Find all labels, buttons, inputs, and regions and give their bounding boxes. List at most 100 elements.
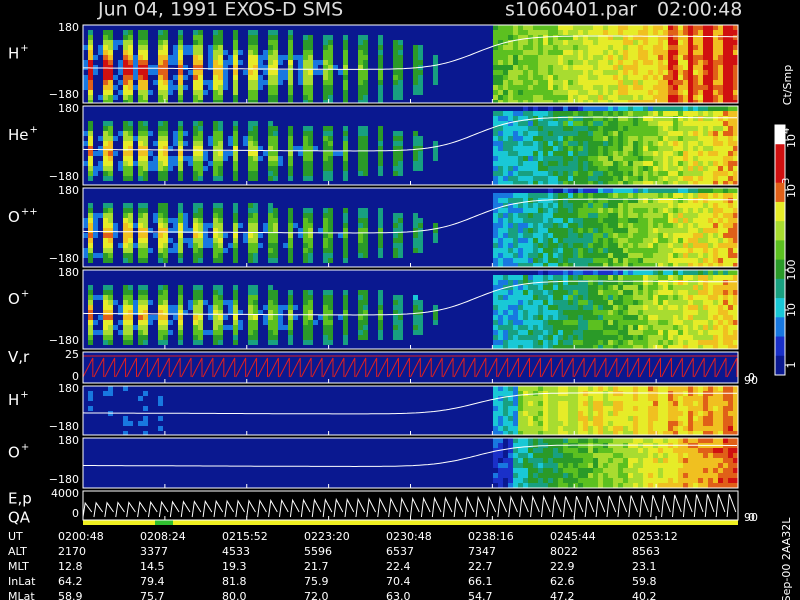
spectrogram-cell	[633, 275, 638, 280]
spectrogram-cell	[718, 40, 723, 45]
spectrogram-cell	[698, 270, 703, 275]
spectrogram-cell	[558, 218, 563, 223]
spectrogram-cell	[723, 60, 728, 65]
spectrogram-cell	[608, 315, 613, 320]
spectrogram-cell	[578, 136, 583, 141]
spectrogram-cell	[718, 30, 723, 35]
spectrogram-cell	[548, 238, 553, 243]
spectrogram-cell	[433, 146, 438, 151]
spectrogram-cell	[543, 60, 548, 65]
spectrogram-cell	[213, 40, 218, 45]
spectrogram-cell	[643, 243, 648, 248]
spectrogram-cell	[193, 290, 198, 295]
spectrogram-cell	[418, 300, 423, 305]
spectrogram-cell	[513, 116, 518, 121]
spectrogram-cell	[693, 35, 698, 40]
spectrogram-cell	[653, 275, 658, 280]
spectrogram-cell	[733, 166, 738, 171]
spectrogram-cell	[563, 305, 568, 310]
spectrogram-cell	[643, 176, 648, 181]
spectrogram-cell	[658, 345, 663, 349]
spectrogram-cell	[183, 310, 188, 315]
spectrogram-cell	[693, 193, 698, 198]
spectrogram-cell	[173, 161, 178, 166]
spectrogram-cell	[128, 30, 133, 35]
spectrogram-cell	[643, 330, 648, 335]
spectrogram-cell	[88, 330, 93, 335]
spectrogram-cell	[558, 100, 563, 103]
spectrogram-cell	[583, 270, 588, 275]
spectrogram-cell	[218, 285, 223, 290]
spectrogram-cell	[638, 55, 643, 60]
spectrogram-cell	[218, 60, 223, 65]
spectrogram-cell	[633, 171, 638, 176]
spectrogram-cell	[133, 55, 138, 60]
spectrogram-cell	[653, 30, 658, 35]
spectrogram-cell	[163, 340, 168, 345]
spectrogram-cell	[163, 40, 168, 45]
spectrogram-cell	[308, 300, 313, 305]
spectrogram-cell	[633, 340, 638, 345]
spectrogram-cell	[643, 213, 648, 218]
spectrogram-cell	[398, 330, 403, 335]
spectrogram-cell	[638, 340, 643, 345]
spectrogram-cell	[328, 131, 333, 136]
spectrogram-cell	[218, 330, 223, 335]
spectrogram-cell	[543, 55, 548, 60]
spectrogram-cell	[123, 171, 128, 176]
spectrogram-cell	[733, 193, 738, 198]
spectrogram-cell	[343, 80, 348, 85]
spectrogram-cell	[418, 136, 423, 141]
spectrogram-cell	[693, 238, 698, 243]
spectrogram-cell	[728, 213, 733, 218]
spectrogram-cell	[718, 100, 723, 103]
spectrogram-cell	[378, 248, 383, 253]
spectrogram-cell	[108, 233, 113, 238]
spectrogram-cell	[603, 253, 608, 258]
spectrogram-cell	[613, 300, 618, 305]
spectrogram-cell	[573, 243, 578, 248]
spectrogram-cell	[493, 223, 498, 228]
spectrogram-cell	[588, 100, 593, 103]
spectrogram-cell	[568, 275, 573, 280]
spectrogram-cell	[633, 228, 638, 233]
spectrogram-cell	[228, 136, 233, 141]
spectrogram-cell	[698, 55, 703, 60]
spectrogram-cell	[213, 100, 218, 103]
spectrogram-cell	[493, 213, 498, 218]
spectrogram-cell	[723, 111, 728, 116]
spectrogram-cell	[288, 146, 293, 151]
spectrogram-cell	[413, 213, 418, 218]
spectrogram-cell	[393, 171, 398, 176]
spectrogram-cell	[508, 35, 513, 40]
spectrogram-cell	[723, 315, 728, 320]
spectrogram-cell	[253, 243, 258, 248]
spectrogram-cell	[708, 305, 713, 310]
spectrogram-cell	[658, 325, 663, 330]
spectrogram-cell	[233, 65, 238, 70]
spectrogram-cell	[518, 295, 523, 300]
spectrogram-cell	[723, 305, 728, 310]
spectrogram-cell	[583, 30, 588, 35]
spectrogram-cell	[713, 25, 718, 30]
spectrogram-cell	[308, 315, 313, 320]
spectrogram-cell	[123, 238, 128, 243]
spectrogram-cell	[163, 243, 168, 248]
spectrogram-cell	[193, 100, 198, 103]
spectrogram-cell	[393, 253, 398, 258]
spectrogram-cell	[243, 136, 248, 141]
spectrogram-cell	[393, 166, 398, 171]
spectrogram-cell	[213, 30, 218, 35]
spectrogram-cell	[528, 223, 533, 228]
spectrogram-cell	[308, 238, 313, 243]
spectrogram-cell	[648, 213, 653, 218]
spectrogram-cell	[563, 75, 568, 80]
spectrogram-cell	[543, 208, 548, 213]
spectrogram-cell	[498, 208, 503, 213]
spectrogram-cell	[248, 100, 253, 103]
spectrogram-cell	[733, 325, 738, 330]
spectrogram-cell	[628, 126, 633, 131]
spectrogram-cell	[698, 70, 703, 75]
spectrogram-cell	[163, 305, 168, 310]
spectrogram-cell	[168, 320, 173, 325]
